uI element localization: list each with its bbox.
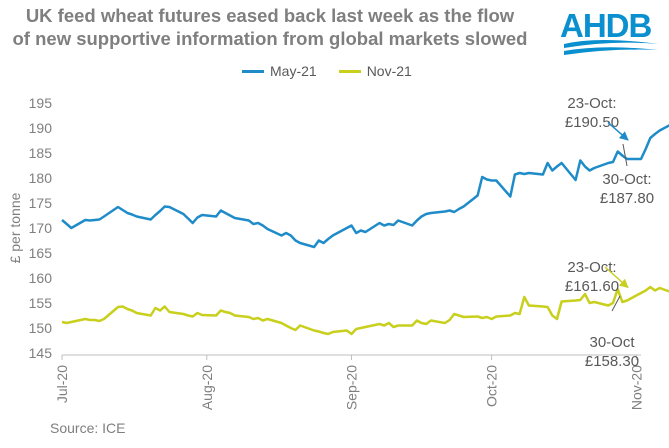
y-tick-label: 170 [29, 220, 53, 236]
x-tick-label: Jul-20 [54, 365, 70, 403]
ahdb-logo: AHDB [560, 7, 658, 55]
legend-item-may: May-21 [242, 63, 317, 79]
annotation-value: £158.30 [585, 353, 639, 370]
annotation-arrow-may [607, 121, 629, 141]
series-lines [61, 124, 669, 336]
y-tick-label: 180 [29, 170, 53, 186]
y-tick-label: 155 [29, 295, 53, 311]
y-tick-label: 160 [29, 270, 53, 286]
annotation-arrow-nov [604, 266, 629, 289]
legend-label-may: May-21 [270, 63, 317, 79]
annotation-value: £161.60 [565, 278, 619, 295]
y-axis-label: £ per tonne [7, 192, 23, 263]
y-tick-label: 145 [29, 345, 53, 361]
annotation-value: £190.50 [565, 114, 619, 131]
source-note: Source: ICE [50, 420, 126, 436]
y-tick-label: 185 [29, 145, 53, 161]
chart-title-line-1: UK feed wheat futures eased back last we… [25, 5, 515, 26]
series-line-may [61, 124, 669, 249]
chart-legend: May-21 Nov-21 [242, 63, 434, 79]
logo-swoosh-icon [564, 40, 658, 48]
x-tick-label: Oct-20 [484, 365, 500, 407]
y-axis: 145 150 155 160 165 170 175 180 185 190 195 £ per t… [7, 95, 52, 361]
x-tick-label: Aug-20 [199, 365, 215, 410]
y-tick-label: 165 [29, 245, 53, 261]
chart-title: UK feed wheat futures eased back last we… [0, 4, 540, 50]
series-line-nov [61, 285, 669, 336]
y-tick-label: 190 [29, 120, 53, 136]
x-axis: Jul-20 Aug-20 Sep-20 Oct-20 Nov-20 [54, 354, 644, 410]
annotation-leader-may [622, 143, 628, 167]
annotation-label: 30-Oct [589, 334, 635, 351]
annotation-label: 30-Oct: [602, 171, 651, 188]
y-tick-label: 195 [29, 95, 53, 111]
annotations: 23-Oct: £190.50 30-Oct: £187.80 23-Oct: £161.… [565, 95, 654, 370]
legend-swatch-may [242, 69, 264, 73]
x-tick-label: Sep-20 [344, 365, 360, 410]
chart-title-line-2: of new supportive information from globa… [12, 28, 528, 49]
ahdb-logo-text: AHDB [560, 7, 651, 44]
legend-label-nov: Nov-21 [366, 63, 412, 79]
annotation-label: 23-Oct: [567, 95, 616, 112]
legend-item-nov: Nov-21 [338, 63, 412, 79]
annotation-label: 23-Oct: [567, 259, 616, 276]
legend-swatch-nov [338, 69, 361, 73]
annotation-value: £187.80 [600, 190, 654, 207]
y-tick-label: 175 [29, 195, 53, 211]
y-tick-label: 150 [29, 320, 53, 336]
x-tick-label: Nov-20 [628, 365, 644, 410]
annotation-leader-nov [611, 295, 621, 312]
logo-swoosh-icon [564, 47, 658, 55]
